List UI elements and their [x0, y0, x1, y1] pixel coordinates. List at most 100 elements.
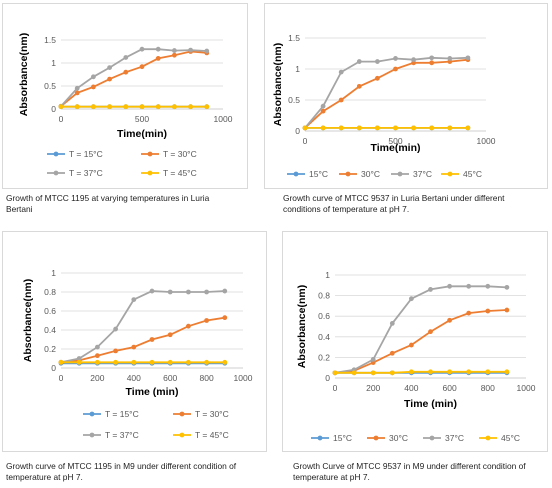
data-point: [338, 97, 344, 103]
legend-swatch-marker: [345, 171, 351, 177]
data-point: [351, 370, 357, 376]
data-point: [149, 359, 155, 365]
y-tick-label: 0: [295, 126, 300, 136]
x-tick-label: 800: [200, 373, 214, 383]
legend-entry-label: 37°C: [445, 433, 464, 443]
x-tick-label: 600: [163, 373, 177, 383]
data-point: [172, 104, 177, 110]
data-point: [393, 66, 398, 72]
legend-entry-label: T = 15°C: [69, 149, 103, 159]
x-tick-label: 500: [135, 114, 149, 124]
data-point: [302, 125, 308, 131]
y-tick-label: 0: [51, 104, 56, 114]
data-point: [409, 369, 414, 375]
data-point: [167, 332, 173, 338]
data-point: [466, 310, 472, 316]
data-point: [204, 359, 210, 365]
series-line-3: [334, 285, 507, 374]
data-point: [95, 359, 100, 365]
data-point: [76, 356, 82, 361]
data-point: [320, 103, 326, 109]
data-point: [95, 344, 100, 350]
data-point: [320, 125, 326, 131]
data-point: [485, 283, 491, 289]
data-point: [113, 348, 118, 354]
data-point: [167, 289, 173, 295]
legend-entry-label: 45°C: [463, 169, 482, 179]
data-point: [356, 59, 362, 64]
chart-panel-3: 0 0.2 0.4 0.6 0.8 1 0 200 400 600 800 1000 Time (min…: [2, 231, 267, 452]
data-point: [107, 104, 112, 110]
data-point: [338, 69, 344, 75]
legend-swatch-marker: [89, 411, 95, 417]
data-point: [167, 359, 173, 365]
x-tick-label: 0: [59, 114, 64, 124]
x-tick-label: 500: [388, 136, 402, 146]
y-tick-label: 1: [295, 64, 300, 74]
series-line-2: [334, 309, 507, 374]
data-point: [320, 108, 326, 114]
legend-swatch-marker: [147, 170, 153, 176]
legend-swatch-marker: [429, 435, 435, 441]
data-point: [188, 104, 194, 110]
data-point: [123, 55, 129, 60]
data-point: [428, 369, 433, 375]
chart-panel-1: 0 0.5 1 1.5 0 500 1000 Time(min) Absorbance(nm) T…: [2, 3, 248, 189]
data-point: [155, 56, 161, 61]
x-tick-label: 200: [90, 373, 104, 383]
x-tick-label: 400: [127, 373, 141, 383]
data-point: [447, 283, 452, 289]
x-tick-label: 200: [366, 383, 380, 393]
legend-swatch-marker: [397, 171, 403, 177]
legend-entry-label: 30°C: [361, 169, 380, 179]
data-point: [465, 55, 471, 61]
chart-3-svg: 0 0.2 0.4 0.6 0.8 1 0 200 400 600 800 1000 Time (min…: [22, 268, 253, 440]
legend-swatch-marker: [89, 432, 95, 438]
data-point: [466, 283, 472, 289]
data-point: [411, 125, 416, 131]
legend-entry-label: 45°C: [501, 433, 520, 443]
y-tick-label: 0.2: [318, 352, 330, 362]
data-point: [91, 104, 96, 110]
x-tick-label: 600: [443, 383, 457, 393]
y-tick-label: 1: [325, 270, 330, 280]
data-point: [186, 359, 191, 365]
data-point: [172, 52, 177, 58]
legend-entry-label: T = 45°C: [195, 430, 229, 440]
legend-entry-label: 37°C: [413, 169, 432, 179]
legend-swatch-marker: [447, 171, 453, 177]
data-point: [375, 59, 380, 64]
caption-3: Growth curve of MTCC 1195 in M9 under di…: [6, 461, 237, 482]
legend-entry-label: T = 15°C: [105, 409, 139, 419]
data-point: [447, 369, 452, 375]
data-point: [139, 46, 145, 52]
legend-entry-label: 15°C: [333, 433, 352, 443]
data-point: [389, 350, 395, 356]
data-point: [149, 288, 155, 294]
data-point: [389, 321, 395, 326]
data-point: [131, 359, 137, 365]
data-point: [91, 74, 96, 80]
y-tick-label: 0.8: [44, 287, 56, 297]
legend-swatch-marker: [147, 151, 153, 157]
data-point: [139, 64, 145, 70]
legend-swatch-marker: [317, 435, 323, 441]
legend-swatch-marker: [179, 411, 185, 417]
y-axis-label: Absorbance(nm): [22, 279, 34, 362]
data-point: [447, 125, 453, 131]
legend-swatch-marker: [53, 151, 59, 157]
data-point: [58, 359, 64, 365]
x-tick-label: 400: [404, 383, 418, 393]
data-point: [76, 359, 82, 365]
data-point: [149, 337, 155, 342]
y-axis-label: Absorbance(nm): [18, 33, 30, 116]
data-point: [409, 342, 414, 348]
data-point: [504, 369, 510, 375]
x-tick-label: 1000: [214, 114, 233, 124]
x-tick-label: 0: [333, 383, 338, 393]
x-axis-label: Time (min): [404, 398, 457, 410]
data-point: [186, 289, 191, 295]
data-point: [429, 125, 435, 131]
data-point: [338, 125, 344, 131]
data-point: [91, 84, 96, 90]
